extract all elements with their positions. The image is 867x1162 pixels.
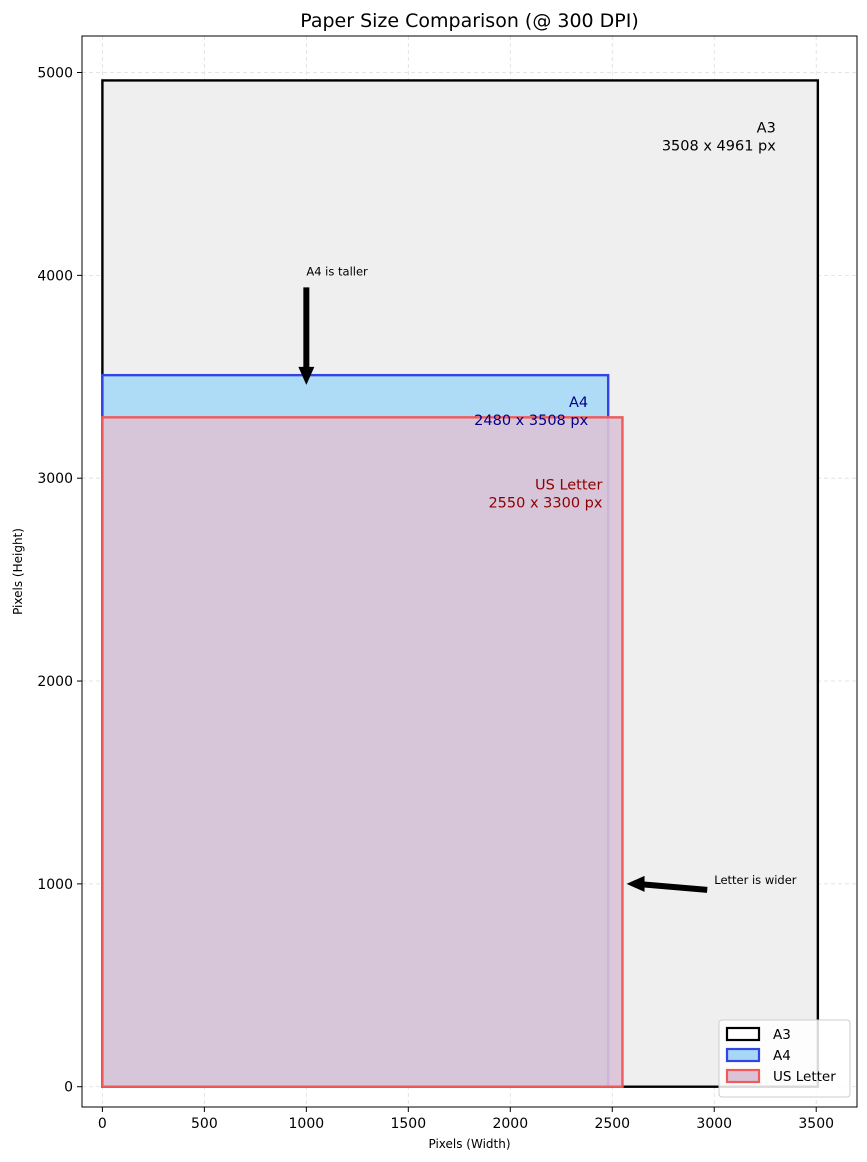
- legend-label-a3: A3: [773, 1027, 791, 1043]
- x-tick-label: 2500: [594, 1116, 630, 1132]
- rect-label-name-a4: A4: [569, 395, 588, 411]
- x-tick-label: 2000: [492, 1116, 528, 1132]
- legend-label-us-letter: US Letter: [773, 1069, 836, 1085]
- rect-label-dims-us-letter: 2550 x 3300 px: [488, 495, 602, 511]
- rect-label-name-a3: A3: [757, 120, 776, 136]
- annotation-arrow-shaft: [642, 881, 708, 893]
- chart-title: Paper Size Comparison (@ 300 DPI): [300, 10, 639, 32]
- y-tick-label: 4000: [37, 268, 73, 284]
- x-tick-label: 3000: [696, 1116, 732, 1132]
- rect-label-dims-a4: 2480 x 3508 px: [474, 413, 588, 429]
- legend: A3 A4 US Letter: [718, 1019, 851, 1098]
- legend-swatch-us-letter: [725, 1068, 761, 1084]
- legend-label-a4: A4: [773, 1048, 791, 1064]
- annotation-arrow-head: [298, 366, 315, 385]
- legend-swatch-a4: [725, 1047, 761, 1063]
- x-tick-label: 500: [191, 1116, 218, 1132]
- x-tick-label: 0: [98, 1116, 107, 1132]
- y-tick-label: 0: [64, 1080, 73, 1096]
- annotation-arrow-head: [626, 875, 645, 892]
- rect-label-name-us-letter: US Letter: [535, 477, 602, 493]
- y-tick-label: 1000: [37, 877, 73, 893]
- x-tick-label: 1500: [390, 1116, 426, 1132]
- x-tick-label: 1000: [289, 1116, 325, 1132]
- annotation-letter-wider: Letter is wider: [714, 873, 797, 887]
- x-tick-label: 3500: [798, 1116, 834, 1132]
- rect-us-letter: [101, 416, 624, 1088]
- axes-frame: [81, 35, 858, 1108]
- legend-swatch-a3: [725, 1026, 761, 1042]
- y-tick-label: 3000: [37, 471, 73, 487]
- y-axis-label: Pixels (Height): [11, 528, 25, 615]
- y-tick-label: 2000: [37, 674, 73, 690]
- x-axis-label: Pixels (Width): [428, 1137, 510, 1151]
- y-tick-label: 5000: [37, 66, 73, 82]
- annotation-a4-taller: A4 is taller: [306, 264, 368, 278]
- rect-label-dims-a3: 3508 x 4961 px: [662, 138, 776, 154]
